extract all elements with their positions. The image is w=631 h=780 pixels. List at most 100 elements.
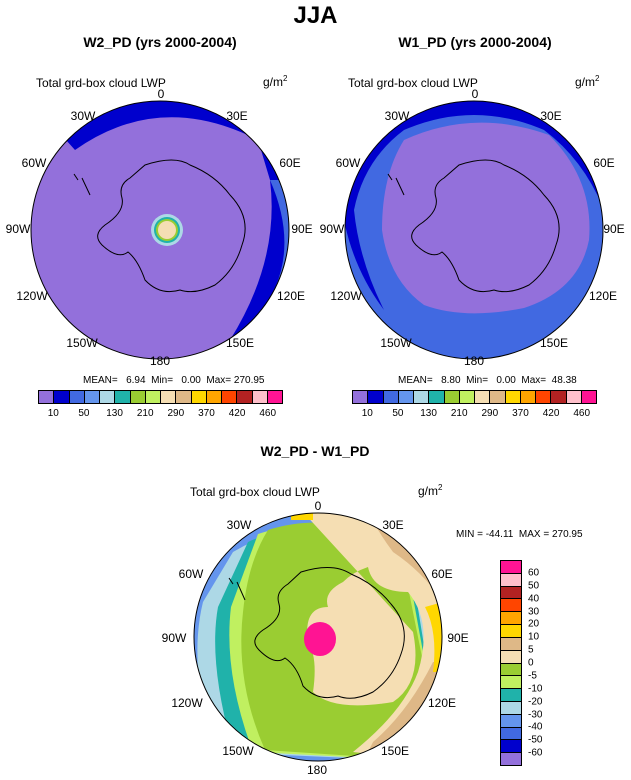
colorbar-tick-label: 420	[542, 408, 560, 419]
left-lon-30e: 30E	[226, 109, 248, 123]
colorbar-tick-label: 130	[420, 408, 437, 419]
bottom-polar-map	[193, 512, 443, 762]
colorbar-tick-label: -20	[528, 696, 543, 708]
colorbar-tick-label: 210	[450, 408, 468, 419]
left-panel-title: W2_PD (yrs 2000-2004)	[83, 34, 237, 50]
left-lon-30w: 30W	[70, 109, 96, 123]
left-colorbar	[38, 390, 283, 404]
left-lon-120w: 120W	[16, 289, 48, 303]
left-lon-150e: 150E	[225, 336, 255, 350]
right-antarctica-coastline	[387, 159, 560, 293]
colorbar-tick-label: 130	[106, 408, 123, 419]
colorbar-tick-label: -60	[528, 747, 543, 759]
left-pole-wheat	[158, 221, 176, 239]
colorbar-swatch	[459, 391, 475, 403]
colorbar-tick-label: 370	[198, 408, 215, 419]
colorbar-tick-label: 460	[573, 408, 591, 419]
right-map-boundary	[344, 100, 604, 360]
left-lon-60w: 60W	[21, 156, 47, 170]
bottom-lon-150w: 150W	[222, 744, 254, 758]
colorbar-swatch	[475, 391, 491, 403]
colorbar-tick-label: 30	[528, 606, 540, 617]
colorbar-swatch	[222, 391, 238, 403]
colorbar-tick-label: 10	[361, 408, 373, 419]
colorbar-swatch	[206, 391, 222, 403]
colorbar-swatch	[145, 391, 161, 403]
colorbar-swatch	[536, 391, 552, 403]
colorbar-swatch	[501, 740, 521, 754]
bottom-gold-top	[291, 513, 313, 520]
colorbar-swatch	[368, 391, 384, 403]
right-units: g/m2	[575, 74, 600, 89]
colorbar-tick-label: 40	[528, 593, 540, 605]
left-variable-label: Total grd-box cloud LWP	[36, 76, 166, 90]
colorbar-swatch	[501, 663, 521, 677]
bottom-pole-magenta	[304, 622, 336, 656]
bottom-lon-90w: 90W	[161, 631, 187, 645]
bottom-lon-60e: 60E	[431, 567, 453, 581]
colorbar-tick-label: 290	[481, 408, 499, 419]
colorbar-swatch	[39, 391, 55, 403]
bottom-lon-0: 0	[314, 499, 322, 513]
bottom-gold-patch	[425, 602, 442, 672]
colorbar-tick-label: -40	[528, 721, 543, 733]
bottom-lon-120w: 120W	[171, 696, 203, 710]
colorbar-swatch	[100, 391, 116, 403]
left-lon-90e: 90E	[291, 222, 313, 236]
colorbar-swatch	[501, 561, 521, 574]
right-lon-120w: 120W	[330, 289, 362, 303]
colorbar-swatch	[490, 391, 506, 403]
colorbar-tick-label: 370	[512, 408, 529, 419]
right-lon-90e: 90E	[603, 222, 625, 236]
colorbar-swatch	[429, 391, 445, 403]
left-units: g/m2	[263, 74, 288, 89]
left-antarctica-coastline	[73, 159, 246, 293]
colorbar-swatch	[501, 637, 521, 651]
colorbar-tick-label: 20	[528, 618, 540, 630]
colorbar-swatch	[520, 391, 536, 403]
colorbar-swatch	[501, 573, 521, 587]
colorbar-swatch	[353, 391, 369, 403]
colorbar-tick-label: 420	[228, 408, 246, 419]
colorbar-swatch	[501, 714, 521, 728]
right-lon-30w: 30W	[384, 109, 410, 123]
colorbar-swatch	[501, 689, 521, 702]
colorbar-tick-label: 10	[47, 408, 59, 419]
colorbar-swatch	[501, 625, 521, 638]
colorbar-swatch	[398, 391, 414, 403]
colorbar-swatch	[505, 391, 521, 403]
colorbar-swatch	[501, 586, 521, 600]
colorbar-tick-label: 290	[167, 408, 185, 419]
colorbar-tick-label: -30	[528, 709, 543, 720]
right-variable-label: Total grd-box cloud LWP	[348, 76, 478, 90]
right-lon-30e: 30E	[540, 109, 562, 123]
bottom-lon-30e: 30E	[382, 518, 404, 532]
colorbar-swatch	[161, 391, 177, 403]
bottom-wheat-region	[303, 513, 442, 761]
colorbar-swatch	[130, 391, 146, 403]
left-lon-120e: 120E	[276, 289, 306, 303]
colorbar-swatch	[252, 391, 268, 403]
left-lon-60e: 60E	[279, 156, 301, 170]
bottom-lon-90e: 90E	[447, 631, 469, 645]
colorbar-tick-label: 210	[136, 408, 154, 419]
colorbar-tick-label: 10	[528, 631, 540, 643]
colorbar-swatch	[237, 391, 253, 403]
colorbar-swatch	[501, 612, 521, 626]
colorbar-tick-label: 0	[528, 657, 534, 669]
colorbar-swatch	[566, 391, 582, 403]
bottom-map-boundary	[193, 512, 443, 762]
colorbar-swatch	[581, 391, 596, 403]
colorbar-swatch	[414, 391, 430, 403]
bottom-lon-150e: 150E	[380, 744, 410, 758]
bottom-lon-120e: 120E	[427, 696, 457, 710]
right-lon-60w: 60W	[335, 156, 361, 170]
colorbar-swatch	[267, 391, 282, 403]
left-map-boundary	[30, 100, 290, 360]
left-lon-150w: 150W	[66, 336, 98, 350]
colorbar-swatch	[501, 599, 521, 613]
colorbar-swatch	[69, 391, 85, 403]
bottom-colorbar	[500, 560, 522, 766]
right-lon-0: 0	[471, 87, 479, 101]
